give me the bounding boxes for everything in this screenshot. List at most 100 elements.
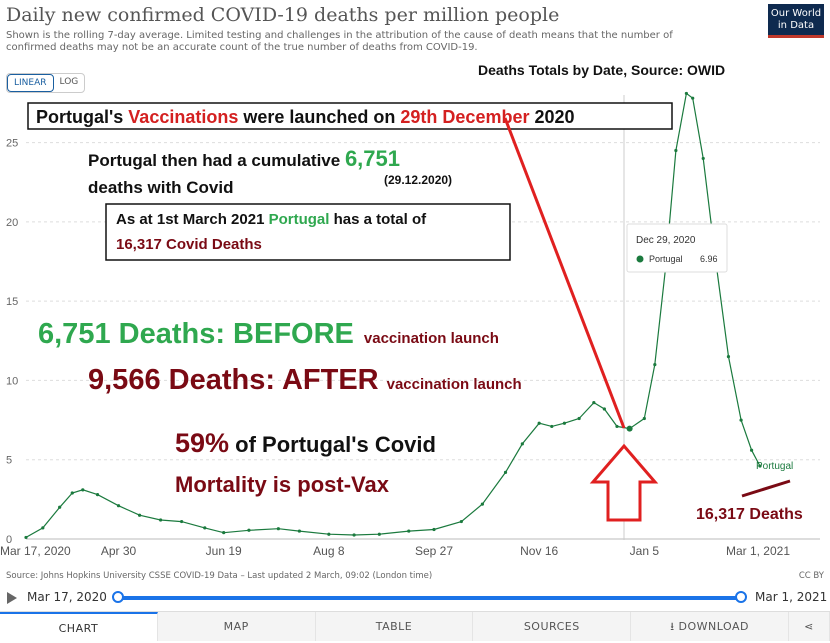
tab-sources[interactable]: SOURCES bbox=[473, 612, 632, 641]
launch-pointer-line bbox=[503, 117, 626, 429]
total-deaths-text: 16,317 Covid Deaths bbox=[116, 236, 262, 253]
data-point bbox=[70, 491, 74, 495]
chart-title: Daily new confirmed COVID-19 deaths per … bbox=[6, 4, 560, 26]
owid-logo[interactable]: Our World in Data bbox=[768, 4, 824, 38]
data-point bbox=[203, 526, 207, 530]
data-point bbox=[550, 424, 554, 429]
cumulative-text-2: deaths with Covid bbox=[88, 178, 233, 197]
data-point bbox=[592, 401, 596, 405]
data-point bbox=[749, 448, 754, 452]
x-tick-label: Jun 19 bbox=[206, 544, 242, 558]
tooltip-value: 6.96 bbox=[700, 254, 718, 264]
gridlines bbox=[26, 142, 820, 540]
x-tick-label: Mar 1, 2021 bbox=[726, 544, 790, 558]
source-note: Source: Johns Hopkins University CSSE CO… bbox=[6, 571, 433, 581]
data-point bbox=[58, 505, 62, 509]
y-tick-label: 20 bbox=[6, 217, 18, 229]
data-point bbox=[602, 407, 606, 411]
data-point bbox=[503, 470, 508, 474]
data-point bbox=[352, 533, 356, 537]
data-point bbox=[222, 531, 226, 535]
data-point bbox=[81, 488, 85, 492]
data-point bbox=[247, 528, 251, 532]
x-tick-label: Nov 16 bbox=[520, 544, 558, 558]
x-tick-label: Sep 27 bbox=[415, 544, 453, 558]
y-tick-label: 0 bbox=[6, 534, 12, 546]
log-button[interactable]: LOG bbox=[59, 77, 79, 87]
y-tick-label: 25 bbox=[6, 138, 18, 150]
play-icon[interactable] bbox=[7, 592, 17, 604]
data-point bbox=[758, 464, 762, 468]
linear-button[interactable]: LINEAR bbox=[7, 74, 54, 92]
download-icon: ⭳ bbox=[670, 620, 679, 633]
data-point bbox=[24, 535, 28, 540]
tab-table[interactable]: TABLE bbox=[316, 612, 474, 641]
data-point bbox=[653, 362, 657, 367]
x-tick-label: Mar 17, 2020 bbox=[0, 544, 71, 558]
data-point bbox=[562, 421, 567, 425]
launch-text: Portugal's Vaccinations were launched on… bbox=[36, 107, 575, 127]
tab-bar: CHART MAP TABLE SOURCES ⭳ DOWNLOAD ⋖ bbox=[0, 611, 830, 641]
timeline-start-label: Mar 17, 2020 bbox=[27, 590, 107, 604]
logo-line-1: Our World bbox=[770, 8, 822, 19]
data-point bbox=[180, 519, 184, 524]
tooltip-swatch bbox=[636, 255, 644, 263]
y-axis-ticks: 0 5 10 15 20 25 bbox=[6, 138, 18, 546]
chart-canvas: 0 5 10 15 20 25 Mar 17, 2020 Apr 30 Jun 19 Aug 8… bbox=[0, 62, 820, 558]
tooltip-series: Portugal bbox=[649, 254, 683, 264]
share-icon[interactable]: ⋖ bbox=[789, 612, 830, 641]
timeline-track[interactable] bbox=[118, 596, 741, 600]
launch-box bbox=[27, 102, 673, 130]
tab-chart[interactable]: CHART bbox=[0, 612, 158, 641]
percent-text: 59% of Portugal's Covid bbox=[175, 428, 436, 458]
before-text: 6,751 Deaths: BEFORE vaccination launch bbox=[38, 318, 499, 350]
data-point bbox=[726, 355, 731, 359]
logo-line-2: in Data bbox=[777, 20, 815, 31]
data-point bbox=[407, 529, 411, 533]
data-point bbox=[276, 527, 280, 531]
data-point bbox=[159, 518, 163, 522]
data-point bbox=[116, 504, 121, 508]
tooltip: Dec 29, 2020 Portugal 6.96 bbox=[626, 223, 728, 273]
download-label: DOWNLOAD bbox=[678, 620, 749, 633]
timeline-end-label: Mar 1, 2021 bbox=[755, 590, 828, 604]
scale-toggle: LINEAR LOG bbox=[6, 73, 86, 93]
data-point bbox=[537, 421, 541, 425]
percent-text-2: Mortality is post-Vax bbox=[175, 472, 390, 497]
x-tick-label: Jan 5 bbox=[630, 544, 660, 558]
x-tick-label: Apr 30 bbox=[101, 544, 137, 558]
series-end-label: Portugal bbox=[756, 461, 793, 472]
data-point bbox=[95, 493, 100, 497]
total-text: As at 1st March 2021 Portugal has a tota… bbox=[116, 211, 427, 228]
tooltip-date: Dec 29, 2020 bbox=[636, 235, 696, 246]
end-pointer-line bbox=[741, 479, 791, 498]
data-point bbox=[432, 527, 436, 532]
data-point bbox=[684, 91, 688, 96]
data-point bbox=[297, 529, 302, 533]
data-point bbox=[739, 418, 743, 422]
data-point bbox=[41, 526, 45, 530]
chart-subtitle: Shown is the rolling 7-day average. Limi… bbox=[6, 30, 673, 53]
data-point bbox=[674, 148, 678, 153]
data-point bbox=[480, 502, 484, 506]
series-points bbox=[24, 91, 762, 540]
y-tick-label: 15 bbox=[6, 296, 18, 308]
timeline-end-handle[interactable] bbox=[735, 591, 747, 603]
data-point bbox=[520, 442, 524, 446]
cumulative-date: (29.12.2020) bbox=[384, 173, 452, 187]
data-point bbox=[615, 424, 619, 429]
timeline-start-handle[interactable] bbox=[112, 591, 124, 603]
y-tick-label: 5 bbox=[6, 455, 12, 467]
total-box bbox=[105, 203, 511, 261]
tab-download[interactable]: ⭳ DOWNLOAD bbox=[631, 612, 789, 641]
y-tick-label: 10 bbox=[6, 375, 18, 387]
license-link[interactable]: CC BY bbox=[798, 571, 824, 581]
cumulative-text: Portugal then had a cumulative 6,751 bbox=[88, 146, 400, 171]
tab-map[interactable]: MAP bbox=[158, 612, 316, 641]
data-point bbox=[691, 96, 695, 100]
highlighted-point bbox=[626, 425, 633, 432]
x-axis-ticks: Mar 17, 2020 Apr 30 Jun 19 Aug 8 Sep 27 Nov 1… bbox=[0, 544, 790, 558]
data-point bbox=[377, 532, 381, 536]
source-annotation: Deaths Totals by Date, Source: OWID bbox=[478, 62, 725, 78]
data-point bbox=[577, 416, 581, 421]
